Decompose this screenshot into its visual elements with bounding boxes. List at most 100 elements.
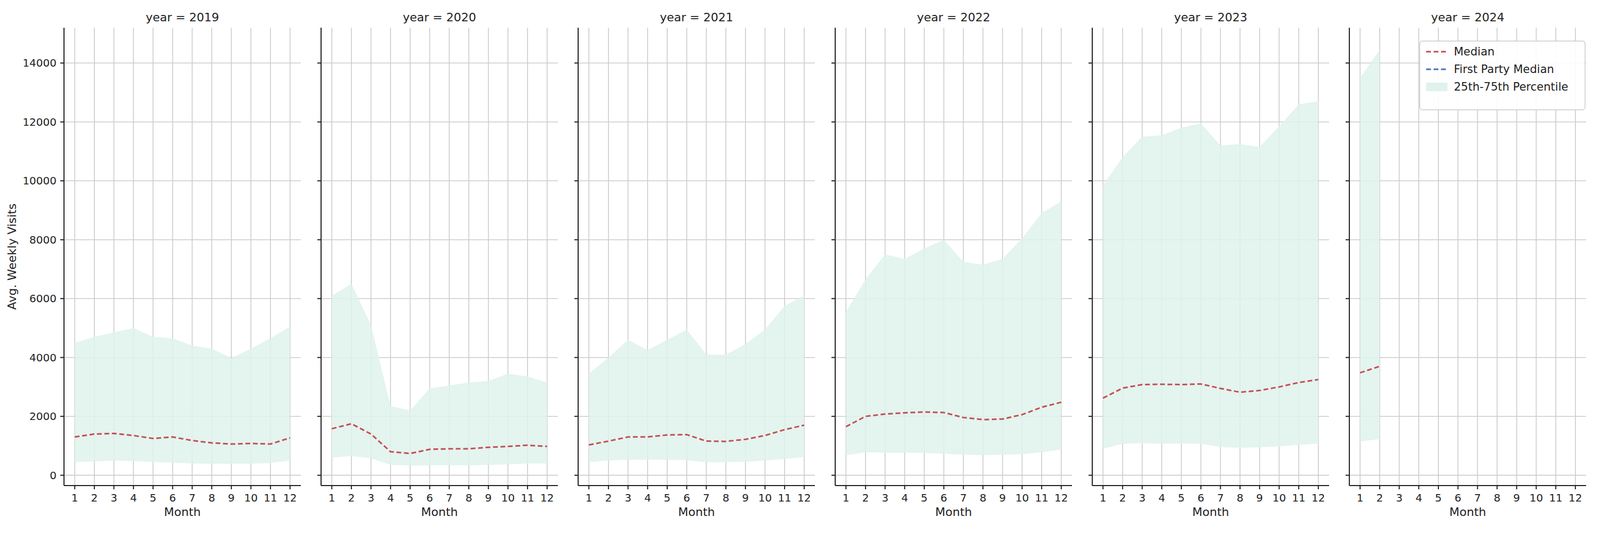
x-tick: [1239, 485, 1241, 490]
x-tick: [1317, 485, 1319, 490]
y-tick: [831, 239, 836, 241]
y-tick: [1345, 416, 1350, 418]
y-tick: [1345, 121, 1350, 123]
x-tick-label: 3: [1395, 491, 1403, 505]
y-tick: [317, 298, 322, 300]
y-tick: [1088, 180, 1093, 182]
y-tick: [317, 180, 322, 182]
y-tick: [1088, 239, 1093, 241]
x-tick-label: 7: [445, 491, 453, 505]
y-grid-line: [1092, 62, 1330, 64]
panel: year = 2023123456789101112Month: [1088, 10, 1330, 519]
x-tick: [725, 485, 727, 490]
y-tick: [1088, 298, 1093, 300]
x-tick-label: 8: [722, 491, 730, 505]
x-axis-line: [1349, 485, 1587, 487]
y-tick: [1088, 62, 1093, 64]
x-tick-label: 2: [605, 491, 613, 505]
x-tick-label: 6: [1197, 491, 1205, 505]
x-tick-label: 10: [1015, 491, 1029, 505]
y-grid-line: [321, 180, 558, 182]
y-tick: [60, 298, 64, 300]
x-tick: [74, 485, 76, 490]
x-tick: [608, 485, 610, 490]
legend-box: [1419, 41, 1586, 110]
x-tick: [1219, 485, 1221, 490]
x-tick: [666, 485, 668, 490]
x-tick-label: 1: [1356, 491, 1364, 505]
y-tick: [831, 416, 836, 418]
x-tick-label: 4: [130, 491, 138, 505]
y-tick: [574, 475, 579, 477]
x-tick-label: 4: [901, 491, 909, 505]
y-tick: [574, 121, 579, 123]
panel-title: year = 2019: [145, 10, 220, 24]
plot-area: [588, 296, 805, 463]
y-tick: [831, 298, 836, 300]
x-tick-label: 10: [501, 491, 515, 505]
panel: year = 201902000400060008000100001200014…: [22, 10, 301, 519]
x-tick: [884, 485, 886, 490]
x-tick: [370, 485, 372, 490]
x-tick: [803, 485, 805, 490]
y-grid-line: [321, 475, 558, 477]
x-tick-label: 5: [664, 491, 671, 505]
x-axis-line: [578, 485, 815, 487]
y-tick: [1345, 357, 1350, 359]
percentile-band: [845, 201, 1062, 456]
x-tick: [1278, 485, 1280, 490]
x-tick-label: 6: [683, 491, 691, 505]
x-tick: [331, 485, 333, 490]
x-tick: [1555, 485, 1557, 490]
legend-swatch: [1426, 82, 1448, 92]
x-tick-label: 3: [367, 491, 375, 505]
y-axis-label: Avg. Weekly Visits: [5, 203, 19, 310]
x-tick-label: 9: [998, 491, 1006, 505]
x-tick: [191, 485, 193, 490]
x-tick: [1122, 485, 1124, 490]
x-tick-label: 5: [921, 491, 928, 505]
y-tick: [574, 416, 579, 418]
x-tick: [526, 485, 528, 490]
y-tick: [317, 62, 322, 64]
x-tick: [132, 485, 134, 490]
panel: year = 2021123456789101112Month: [574, 10, 815, 519]
legend-label: 25th-75th Percentile: [1453, 80, 1568, 94]
plot-area: [74, 326, 291, 464]
x-axis-label: Month: [1449, 505, 1487, 519]
x-tick-label: 3: [624, 491, 632, 505]
x-tick-label: 5: [1178, 491, 1186, 505]
x-tick: [1200, 485, 1202, 490]
x-tick-label: 4: [387, 491, 395, 505]
y-tick: [317, 239, 322, 241]
x-tick-label: 2: [348, 491, 356, 505]
y-tick-label: 2000: [29, 410, 57, 423]
x-tick-label: 5: [406, 491, 414, 505]
x-tick: [269, 485, 271, 490]
x-tick-label: 12: [283, 491, 297, 505]
x-tick: [448, 485, 450, 490]
x-tick: [211, 485, 213, 490]
panel-title: year = 2023: [1173, 10, 1248, 24]
y-tick: [574, 298, 579, 300]
x-tick: [1002, 485, 1004, 490]
panel: year = 2024123456789101112MonthMedianFir…: [1345, 10, 1587, 519]
y-grid-line: [64, 239, 301, 241]
median-line: [331, 424, 548, 454]
y-tick-label: 8000: [29, 233, 57, 247]
plot-area: [845, 201, 1062, 456]
y-grid-line: [1349, 121, 1587, 123]
x-tick-label: 10: [1529, 491, 1543, 505]
y-tick: [574, 62, 579, 64]
x-axis-line: [321, 485, 558, 487]
x-tick-label: 7: [1474, 491, 1482, 505]
x-tick-label: 6: [426, 491, 434, 505]
x-tick-label: 9: [741, 491, 749, 505]
y-tick: [1088, 475, 1093, 477]
panel-title: year = 2021: [659, 10, 734, 24]
x-tick: [646, 485, 648, 490]
y-tick: [1088, 416, 1093, 418]
y-grid-line: [1349, 239, 1587, 241]
y-tick-label: 10000: [22, 174, 57, 188]
x-tick: [845, 485, 847, 490]
